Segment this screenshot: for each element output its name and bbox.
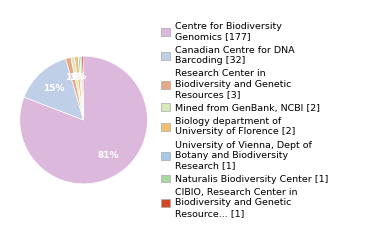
Wedge shape — [24, 59, 84, 120]
Wedge shape — [74, 56, 84, 120]
Text: 1%: 1% — [68, 73, 84, 82]
Wedge shape — [65, 57, 84, 120]
Wedge shape — [82, 56, 84, 120]
Wedge shape — [20, 56, 147, 184]
Text: 15%: 15% — [43, 84, 65, 93]
Wedge shape — [71, 57, 84, 120]
Text: 1%: 1% — [65, 73, 81, 82]
Text: 1%: 1% — [71, 72, 86, 81]
Text: 81%: 81% — [97, 151, 119, 160]
Wedge shape — [80, 56, 84, 120]
Wedge shape — [78, 56, 84, 120]
Legend: Centre for Biodiversity
Genomics [177], Canadian Centre for DNA
Barcoding [32], : Centre for Biodiversity Genomics [177], … — [161, 22, 328, 218]
